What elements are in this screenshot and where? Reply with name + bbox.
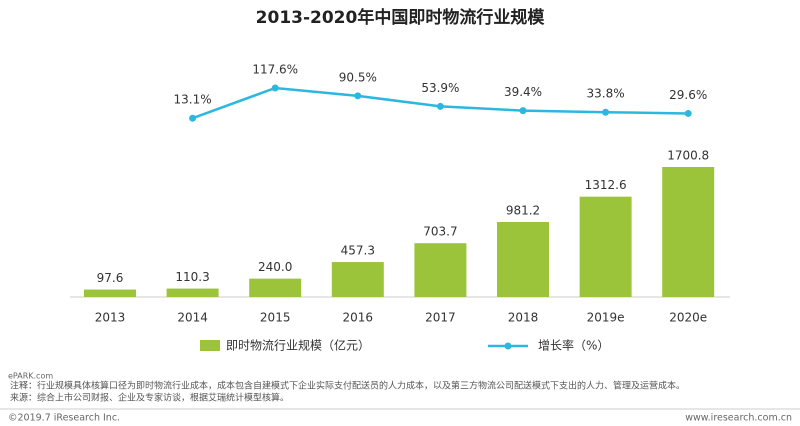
x-tick-label: 2016 [343,311,374,325]
bar [249,278,302,297]
data-label: 981.2 [506,204,540,218]
point [271,84,279,92]
copyright: ©2019.7 iResearch Inc. [8,413,120,424]
x-tick-label: 2018 [508,311,539,325]
chart-title: 2013-2020年中国即时物流行业规模 [256,7,546,28]
bar [331,262,384,297]
point [189,114,197,122]
data-label: 240.0 [258,260,292,274]
x-tick-label: 2015 [260,311,291,325]
url: www.iresearch.com.cn [685,413,792,424]
bar [84,289,136,297]
data-label: 39.4% [504,85,542,99]
watermark: ePARK.com [8,372,53,381]
data-label: 53.9% [421,81,459,95]
legend-swatch [200,340,220,351]
legend-label: 增长率（%） [538,338,609,353]
point [436,102,444,110]
data-label: 90.5% [339,70,377,84]
data-label: 13.1% [174,93,212,107]
data-label: 33.8% [587,87,625,101]
bar [414,243,467,297]
data-label: 703.7 [423,225,457,239]
data-label: 1312.6 [585,178,627,192]
point [354,92,362,100]
x-tick-label: 2013 [95,311,126,325]
bar [662,167,715,297]
note: 来源：综合上市公司财报、企业及专家访谈，根据艾瑞统计模型核算。 [10,392,289,404]
point [602,108,610,116]
bar [166,288,219,297]
legend-swatch [504,342,512,350]
data-label: 117.6% [252,63,298,77]
legend-label: 即时物流行业规模（亿元） [226,338,370,353]
bar [579,196,632,297]
x-tick-label: 2020e [669,311,707,325]
point [684,109,692,117]
data-label: 97.6 [97,271,124,285]
x-tick-label: 2014 [177,311,208,325]
note: 注释：行业规模具体核算口径为即时物流行业成本，成本包含自建模式下企业实际支付配送… [10,380,685,392]
data-label: 1700.8 [667,149,709,163]
bar [497,222,549,297]
data-label: 29.6% [669,88,707,102]
x-tick-label: 2017 [425,311,456,325]
data-label: 457.3 [341,244,375,258]
data-label: 110.3 [175,270,209,284]
point [519,107,527,115]
x-tick-label: 2019e [587,311,625,325]
